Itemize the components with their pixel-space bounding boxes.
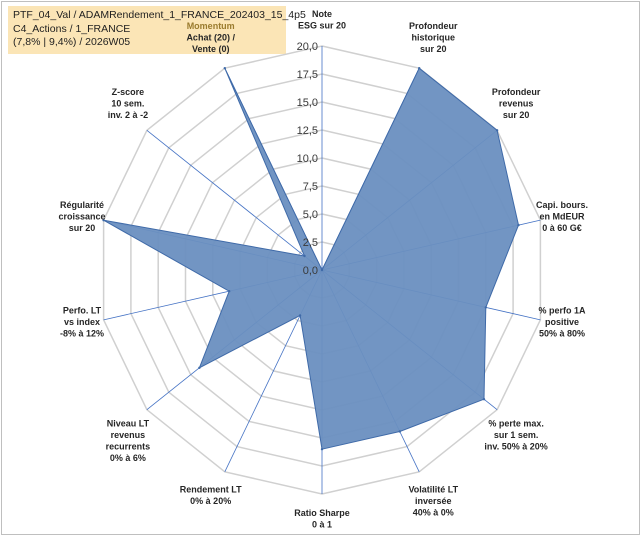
data-point <box>228 290 231 293</box>
axis-label: Ratio Sharpe 0 à 1 <box>294 508 350 530</box>
title-line-3: (7,8% | 9,4%) / 2026W05 <box>13 36 131 48</box>
axis-label: Note ESG sur 20 <box>298 9 346 31</box>
radial-tick-label: 17,5 <box>297 69 318 81</box>
radial-tick-label: 5,0 <box>303 209 318 221</box>
radial-tick-label: 12,5 <box>297 125 318 137</box>
radial-tick-label: 10,0 <box>297 153 318 165</box>
data-point <box>320 448 324 451</box>
title-line-2: C4_Actions / 1_FRANCE <box>13 22 131 35</box>
axis-label: Profondeur historique sur 20 <box>409 21 458 54</box>
axis-label: Z-score 10 sem. inv. 2 à -2 <box>108 87 148 120</box>
data-point <box>223 67 226 70</box>
axis-label: Régularité croissance sur 20 <box>58 200 105 233</box>
axis-label: Momentum Achat (20) / Vente (0) <box>186 21 235 54</box>
data-point <box>418 67 421 70</box>
axis-label: Capi. bours. en MdEUR 0 à 60 G€ <box>536 200 588 233</box>
data-point <box>102 219 105 222</box>
axis-label: Volatilité LT inversée 40% à 0% <box>408 484 458 517</box>
radial-tick-label: 15,0 <box>297 97 318 109</box>
data-point <box>517 223 520 227</box>
axis-label: Rendement LT 0% à 20% <box>180 484 242 506</box>
data-point <box>320 268 324 272</box>
radial-tick-label: 20,0 <box>297 41 318 53</box>
data-point <box>198 366 201 369</box>
radial-tick-label: 2,5 <box>303 237 318 249</box>
data-point <box>495 129 499 132</box>
data-point <box>482 398 486 401</box>
axis-label: Niveau LT revenus recurrents 0% à 6% <box>106 418 151 463</box>
axis-spoke <box>146 130 323 271</box>
axis-label: % perte max. sur 1 sem. inv. 50% à 20% <box>484 418 547 451</box>
radial-tick-label: 7,5 <box>303 181 318 193</box>
title-line-1: PTF_04_Val / ADAMRendement_1_FRANCE_2024… <box>13 9 306 21</box>
axis-label: Profondeur revenus sur 20 <box>492 87 541 120</box>
radial-tick-label: 0,0 <box>303 265 318 277</box>
chart-title-box: PTF_04_Val / ADAMRendement_1_FRANCE_2024… <box>8 6 306 54</box>
data-point <box>298 314 302 317</box>
data-point <box>484 306 487 309</box>
axis-label: Perfo. LT vs index -8% à 12% <box>60 306 104 339</box>
data-point <box>303 254 306 258</box>
data-point <box>398 430 401 433</box>
axis-label: % perfo 1A positive 50% à 80% <box>538 306 586 339</box>
